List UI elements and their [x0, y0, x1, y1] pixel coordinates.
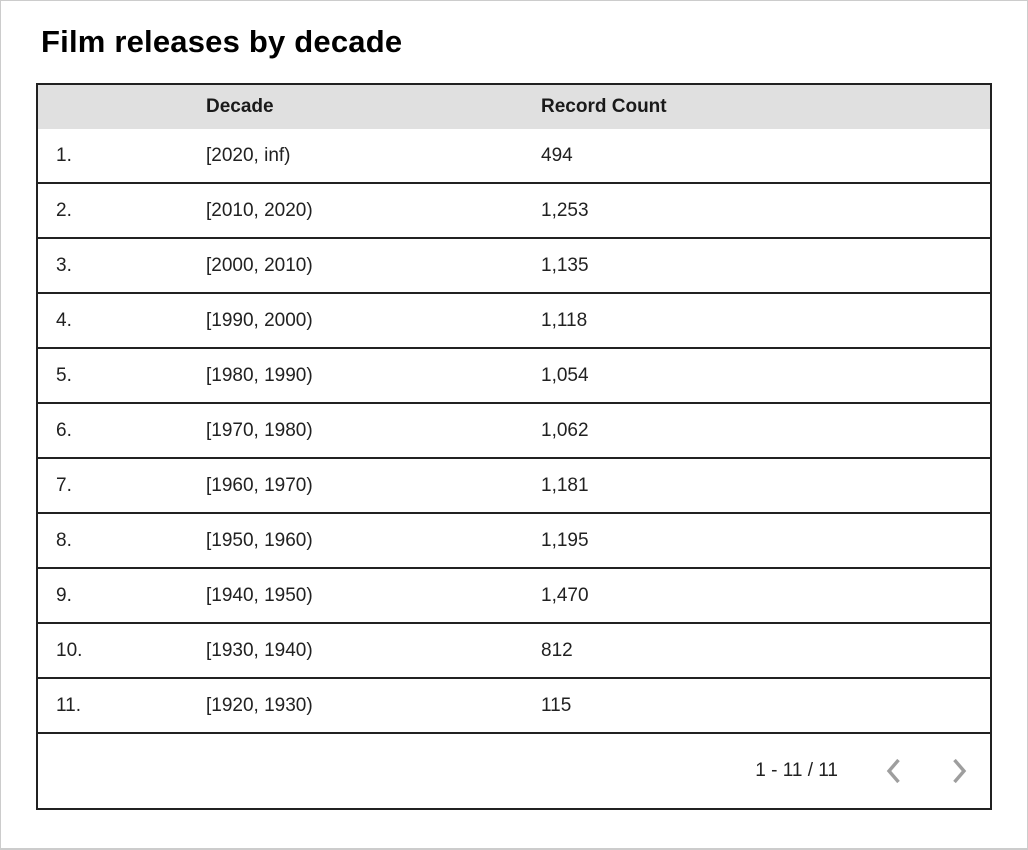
table-row: 5. [1980, 1990) 1,054: [38, 349, 990, 404]
row-index-cell: 5.: [56, 364, 72, 386]
decade-cell: [1990, 2000): [206, 309, 313, 331]
record-count-cell: 115: [541, 694, 572, 716]
table-row: 4. [1990, 2000) 1,118: [38, 294, 990, 349]
chevron-left-icon: [886, 758, 900, 784]
row-index-cell: 11.: [56, 694, 82, 716]
header-record-count[interactable]: Record Count: [541, 96, 667, 117]
row-index-cell: 9.: [56, 584, 72, 606]
record-count-cell: 1,062: [541, 419, 589, 441]
chart-title: Film releases by decade: [41, 24, 403, 59]
chevron-right-icon: [952, 758, 966, 784]
record-count-cell: 1,118: [541, 309, 588, 331]
decade-cell: [1970, 1980): [206, 419, 313, 441]
table-header-row: Decade Record Count: [38, 85, 990, 129]
table-body: 1. [2020, inf) 494 2. [2010, 2020) 1,253 3. [20…: [38, 129, 990, 734]
decade-cell: [1950, 1960): [206, 529, 313, 551]
decade-cell: [2020, inf): [206, 144, 291, 166]
row-index-cell: 8.: [56, 529, 72, 551]
record-count-cell: 1,253: [541, 199, 589, 221]
decade-cell: [1920, 1930): [206, 694, 313, 716]
row-index-cell: 2.: [56, 199, 72, 221]
table-row: 3. [2000, 2010) 1,135: [38, 239, 990, 294]
pagination-range: 1 - 11 / 11: [755, 760, 838, 781]
pagination-prev-button[interactable]: [880, 758, 906, 784]
table-row: 1. [2020, inf) 494: [38, 129, 990, 184]
decade-cell: [1940, 1950): [206, 584, 313, 606]
table-row: 11. [1920, 1930) 115: [38, 679, 990, 734]
decade-cell: [1980, 1990): [206, 364, 313, 386]
record-count-cell: 1,135: [541, 254, 589, 276]
record-count-cell: 1,054: [541, 364, 589, 386]
record-count-cell: 494: [541, 144, 573, 166]
record-count-cell: 1,195: [541, 529, 589, 551]
table-footer: 1 - 11 / 11: [38, 734, 990, 808]
record-count-cell: 812: [541, 639, 573, 661]
header-decade[interactable]: Decade: [206, 96, 274, 117]
table-row: 10. [1930, 1940) 812: [38, 624, 990, 679]
decade-cell: [2000, 2010): [206, 254, 313, 276]
decade-cell: [1930, 1940): [206, 639, 313, 661]
table-row: 6. [1970, 1980) 1,062: [38, 404, 990, 459]
row-index-cell: 7.: [56, 474, 72, 496]
row-index-cell: 1.: [56, 144, 72, 166]
table-row: 8. [1950, 1960) 1,195: [38, 514, 990, 569]
table-row: 7. [1960, 1970) 1,181: [38, 459, 990, 514]
record-count-cell: 1,470: [541, 584, 589, 606]
decade-cell: [2010, 2020): [206, 199, 313, 221]
table-row: 2. [2010, 2020) 1,253: [38, 184, 990, 239]
row-index-cell: 6.: [56, 419, 72, 441]
decade-cell: [1960, 1970): [206, 474, 313, 496]
row-index-cell: 10.: [56, 639, 83, 661]
row-index-cell: 3.: [56, 254, 72, 276]
data-table: Decade Record Count 1. [2020, inf) 494 2. [2…: [36, 83, 992, 810]
pagination-next-button[interactable]: [946, 758, 972, 784]
table-row: 9. [1940, 1950) 1,470: [38, 569, 990, 624]
record-count-cell: 1,181: [541, 474, 589, 496]
row-index-cell: 4.: [56, 309, 72, 331]
